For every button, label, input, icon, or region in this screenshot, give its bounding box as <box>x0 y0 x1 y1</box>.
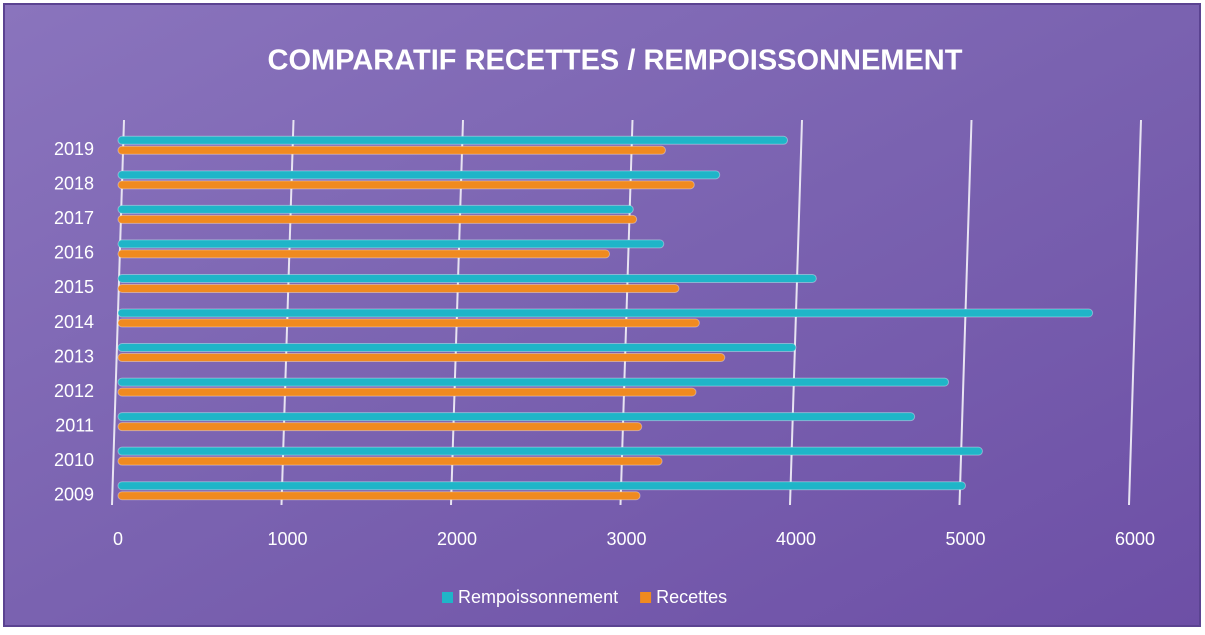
bar <box>117 239 665 249</box>
legend-label: Recettes <box>656 587 727 607</box>
bar <box>117 446 983 456</box>
legend-label: Rempoissonnement <box>458 587 618 607</box>
x-tick-label: 4000 <box>776 529 816 549</box>
bar <box>117 308 1094 318</box>
y-tick-label: 2015 <box>54 277 94 297</box>
legend-swatch <box>442 592 453 603</box>
bar <box>117 412 916 422</box>
bar <box>117 135 789 145</box>
bar <box>117 491 641 501</box>
x-tick-label: 3000 <box>606 529 646 549</box>
bar <box>117 170 721 180</box>
bar <box>117 481 966 491</box>
bar <box>117 145 666 155</box>
bar <box>117 353 726 363</box>
chart-title: COMPARATIF RECETTES / REMPOISSONNEMENT <box>268 45 963 77</box>
x-tick-label: 5000 <box>945 529 985 549</box>
y-tick-label: 2019 <box>54 139 94 159</box>
y-tick-label: 2009 <box>54 484 94 504</box>
grid-line <box>1128 119 1142 506</box>
y-tick-label: 2014 <box>54 312 94 332</box>
bar <box>117 180 695 190</box>
y-tick-label: 2012 <box>54 381 94 401</box>
y-tick-label: 2010 <box>54 450 94 470</box>
y-tick-label: 2018 <box>54 174 94 194</box>
y-tick-label: 2013 <box>54 346 94 366</box>
bar <box>117 249 611 259</box>
y-tick-label: 2016 <box>54 243 94 263</box>
bar <box>117 343 797 353</box>
bar <box>117 214 638 224</box>
x-tick-label: 0 <box>113 529 123 549</box>
bar <box>117 273 817 283</box>
x-tick-label: 1000 <box>267 529 307 549</box>
bar <box>117 387 697 397</box>
x-tick-label: 2000 <box>437 529 477 549</box>
bar <box>117 377 950 387</box>
bar <box>117 422 643 432</box>
y-tick-label: 2011 <box>55 415 94 435</box>
bar <box>117 283 680 293</box>
bar <box>117 204 634 214</box>
y-tick-label: 2017 <box>54 208 94 228</box>
bar <box>117 318 700 328</box>
legend-swatch <box>640 592 652 603</box>
bar <box>117 456 663 466</box>
x-tick-label: 6000 <box>1115 529 1155 549</box>
